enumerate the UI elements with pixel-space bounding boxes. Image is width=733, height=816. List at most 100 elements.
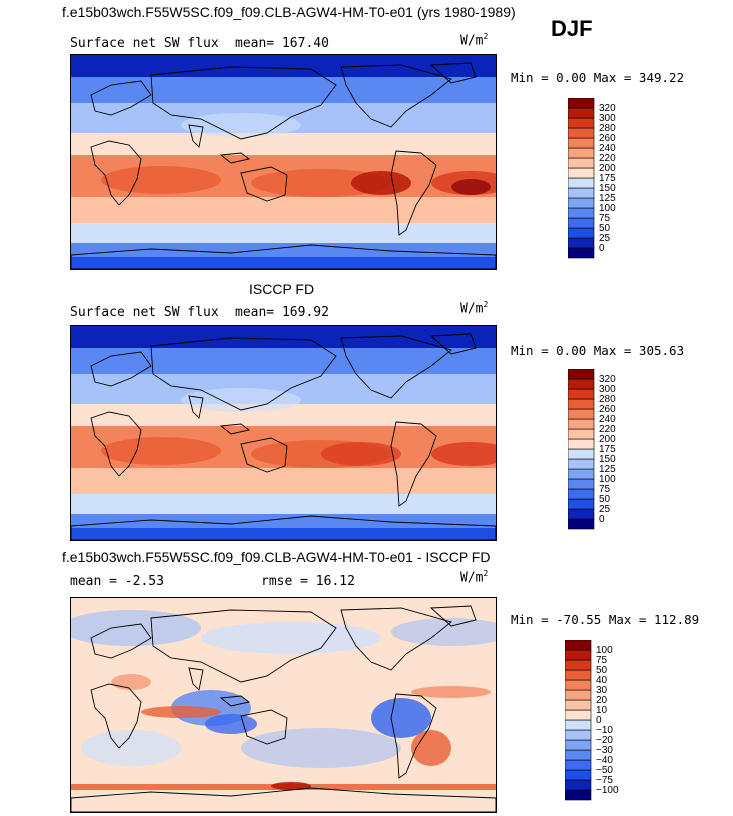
colorbar-box	[568, 117, 595, 129]
colorbar-box	[568, 137, 595, 149]
coastline	[240, 437, 288, 473]
field-blob	[71, 610, 201, 646]
panel3-map	[70, 597, 497, 813]
colorbar-tick-label: 320	[599, 103, 616, 114]
field-band	[71, 514, 496, 528]
panel1-minmax: Min = 0.00 Max = 349.22	[511, 70, 685, 85]
field-blob	[181, 113, 301, 137]
field-band	[71, 257, 496, 269]
field-band	[71, 133, 496, 155]
colorbar-box	[568, 448, 595, 460]
colorbar-tick-label: 75	[599, 213, 611, 224]
colorbar-box	[568, 458, 595, 470]
field-band	[71, 223, 496, 243]
coastline	[188, 667, 204, 691]
coastline	[219, 152, 251, 164]
coastline	[71, 515, 496, 540]
panel3-rmse: rmse = 16.12	[261, 574, 355, 589]
field-blob	[81, 730, 181, 766]
panel3-units: W/m2	[460, 569, 489, 586]
colorbar-box	[568, 428, 595, 440]
colorbar-tick-label: 10	[596, 705, 608, 716]
colorbar-box	[565, 779, 592, 791]
colorbar-box	[565, 669, 592, 681]
colorbar-box	[568, 207, 595, 219]
coastline	[150, 66, 337, 140]
coastline	[90, 351, 152, 387]
colorbar-tick-label: 100	[599, 203, 616, 214]
field-blob	[321, 442, 401, 466]
panel2-minmax: Min = 0.00 Max = 305.63	[511, 343, 685, 358]
coastline	[90, 683, 142, 749]
colorbar-box	[565, 699, 592, 711]
colorbar-tick-label: 280	[599, 394, 616, 405]
colorbar-box	[565, 759, 592, 771]
field-band	[71, 528, 496, 540]
coastline	[90, 140, 142, 206]
colorbar-tick-label: 220	[599, 424, 616, 435]
field-blob	[411, 730, 451, 766]
coastline	[71, 244, 496, 269]
colorbar-tick-label: 150	[599, 454, 616, 465]
coastline	[429, 333, 477, 355]
colorbar-box	[568, 518, 595, 530]
panel1-units: W/m2	[460, 32, 489, 49]
colorbar-tick-label: 50	[599, 223, 611, 234]
coastline	[90, 80, 152, 116]
panel2-units: W/m2	[460, 300, 489, 317]
colorbar-tick-label: 50	[596, 665, 608, 676]
colorbar-box	[568, 438, 595, 450]
field-blob	[251, 169, 391, 197]
colorbar-tick-label: 30	[596, 685, 608, 696]
panel2-mean: mean= 169.92	[235, 305, 329, 320]
colorbar-tick-label: 280	[599, 123, 616, 134]
panel2-heading: ISCCP FD	[249, 281, 315, 297]
colorbar-box	[568, 127, 595, 139]
colorbar-box	[565, 789, 592, 801]
colorbar-box	[568, 247, 595, 259]
panel2-map	[70, 325, 497, 541]
coastline	[240, 709, 288, 745]
colorbar-box	[568, 408, 595, 420]
colorbar-box	[568, 98, 595, 109]
field-blob	[271, 782, 311, 790]
coastline	[340, 607, 452, 671]
coastline	[340, 335, 452, 399]
coastline	[90, 623, 152, 659]
field-blob	[451, 179, 491, 195]
field-band	[71, 243, 496, 257]
panel1-map	[70, 54, 497, 270]
colorbar-box	[568, 147, 595, 159]
coastline	[390, 150, 437, 236]
colorbar-box	[568, 398, 595, 410]
field-band	[71, 468, 496, 494]
colorbar-tick-label: 300	[599, 113, 616, 124]
coastline	[429, 605, 477, 627]
field-blob	[431, 442, 496, 466]
coastline	[240, 166, 288, 202]
colorbar-box	[568, 157, 595, 169]
coastline	[71, 787, 496, 812]
colorbar-box	[568, 418, 595, 430]
colorbar-tick-label: −30	[596, 745, 613, 756]
field-band	[71, 404, 496, 426]
colorbar-box	[565, 659, 592, 671]
colorbar-box	[568, 227, 595, 239]
colorbar-box	[568, 498, 595, 510]
field-band	[71, 197, 496, 223]
colorbar-box	[568, 187, 595, 199]
colorbar-tick-label: 175	[599, 444, 616, 455]
colorbar-tick-label: 0	[599, 514, 605, 525]
colorbar-tick-label: −50	[596, 765, 613, 776]
coastline	[150, 337, 337, 411]
panel3-map-plot	[71, 598, 496, 812]
colorbar-box	[565, 689, 592, 701]
colorbar-box	[565, 719, 592, 731]
coastline	[390, 693, 437, 779]
colorbar-tick-label: 200	[599, 163, 616, 174]
colorbar-tick-label: −40	[596, 755, 613, 766]
panel1-variable: Surface net SW flux	[70, 36, 219, 51]
colorbar-tick-label: 320	[599, 374, 616, 385]
colorbar-tick-label: 260	[599, 133, 616, 144]
coastline	[219, 695, 251, 707]
